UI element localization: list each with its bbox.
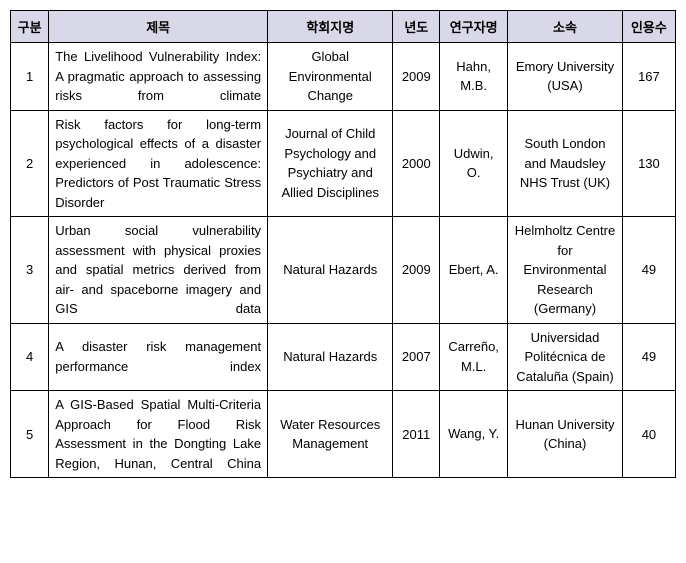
- cell-journal: Natural Hazards: [268, 323, 393, 391]
- cell-cites: 167: [622, 43, 675, 111]
- cell-journal: Journal of Child Psychology and Psychiat…: [268, 110, 393, 217]
- table-row: 2 Risk factors for long-term psychologic…: [11, 110, 676, 217]
- cell-title: Urban social vulnerability assessment wi…: [49, 217, 268, 324]
- cell-author: Ebert, A.: [440, 217, 508, 324]
- cell-num: 1: [11, 43, 49, 111]
- table-body: 1 The Livelihood Vulnerability Index: A …: [11, 43, 676, 478]
- cell-year: 2011: [393, 391, 440, 478]
- cell-affil: Universidad Politécnica de Cataluña (Spa…: [508, 323, 623, 391]
- cell-year: 2009: [393, 43, 440, 111]
- cell-affil: Helmholtz Centre for Environmental Resea…: [508, 217, 623, 324]
- cell-author: Hahn, M.B.: [440, 43, 508, 111]
- cell-title: A disaster risk management performance i…: [49, 323, 268, 391]
- header-journal: 학회지명: [268, 11, 393, 43]
- cell-journal: Natural Hazards: [268, 217, 393, 324]
- cell-num: 3: [11, 217, 49, 324]
- table-row: 4 A disaster risk management performance…: [11, 323, 676, 391]
- cell-affil: Emory University (USA): [508, 43, 623, 111]
- papers-table: 구분 제목 학회지명 년도 연구자명 소속 인용수 1 The Liveliho…: [10, 10, 676, 478]
- cell-title: The Livelihood Vulnerability Index: A pr…: [49, 43, 268, 111]
- cell-cites: 40: [622, 391, 675, 478]
- cell-affil: South London and Maudsley NHS Trust (UK): [508, 110, 623, 217]
- table-row: 1 The Livelihood Vulnerability Index: A …: [11, 43, 676, 111]
- table-row: 3 Urban social vulnerability assessment …: [11, 217, 676, 324]
- cell-title: A GIS-Based Spatial Multi-Criteria Appro…: [49, 391, 268, 478]
- header-affil: 소속: [508, 11, 623, 43]
- cell-cites: 49: [622, 323, 675, 391]
- header-author: 연구자명: [440, 11, 508, 43]
- cell-cites: 130: [622, 110, 675, 217]
- cell-journal: Water Resources Management: [268, 391, 393, 478]
- cell-year: 2000: [393, 110, 440, 217]
- header-num: 구분: [11, 11, 49, 43]
- cell-author: Wang, Y.: [440, 391, 508, 478]
- cell-num: 4: [11, 323, 49, 391]
- cell-author: Carreño, M.L.: [440, 323, 508, 391]
- cell-affil: Hunan University (China): [508, 391, 623, 478]
- header-title: 제목: [49, 11, 268, 43]
- cell-year: 2009: [393, 217, 440, 324]
- cell-journal: Global Environmental Change: [268, 43, 393, 111]
- table-row: 5 A GIS-Based Spatial Multi-Criteria App…: [11, 391, 676, 478]
- cell-cites: 49: [622, 217, 675, 324]
- cell-title: Risk factors for long-term psychological…: [49, 110, 268, 217]
- header-year: 년도: [393, 11, 440, 43]
- header-row: 구분 제목 학회지명 년도 연구자명 소속 인용수: [11, 11, 676, 43]
- cell-author: Udwin, O.: [440, 110, 508, 217]
- cell-year: 2007: [393, 323, 440, 391]
- cell-num: 5: [11, 391, 49, 478]
- header-cites: 인용수: [622, 11, 675, 43]
- cell-num: 2: [11, 110, 49, 217]
